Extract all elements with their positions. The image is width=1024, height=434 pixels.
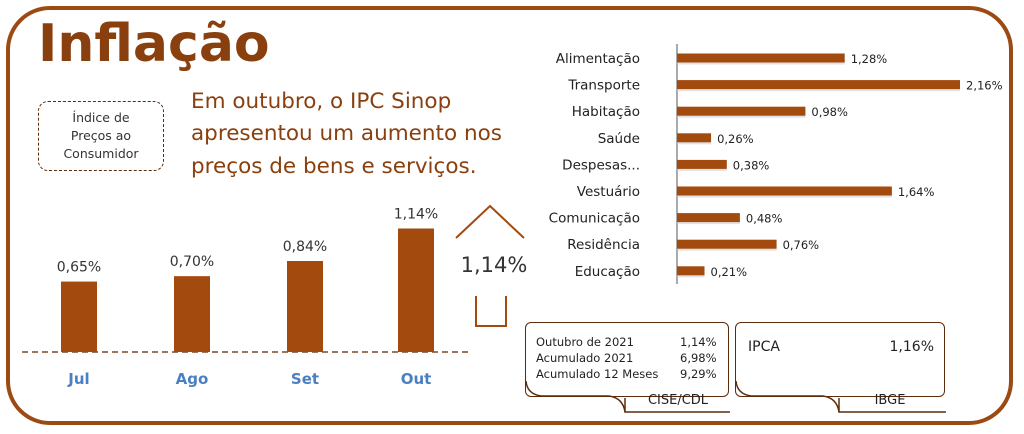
category-bar bbox=[677, 80, 960, 90]
category-tick-label: Despesas... bbox=[562, 157, 640, 173]
category-value-label: 2,16% bbox=[966, 79, 1003, 93]
cise-row-label: Acumulado 2021 bbox=[536, 351, 634, 365]
category-value-label: 1,64% bbox=[898, 185, 935, 199]
month-value-label: 0,65% bbox=[57, 260, 101, 276]
monthly-bar-chart: 0,65% Jul 0,70% Ago 0,84% Set 1,14% Out bbox=[22, 207, 472, 388]
category-value-label: 0,98% bbox=[811, 105, 848, 119]
ipca-label: IPCA bbox=[748, 339, 780, 355]
category-tick-label: Transporte bbox=[567, 78, 640, 94]
month-value-label: 0,70% bbox=[170, 254, 214, 270]
month-value-label: 1,14% bbox=[394, 207, 438, 223]
category-tick-label: Habitação bbox=[572, 104, 640, 120]
house-icon bbox=[455, 204, 525, 327]
category-value-label: 0,26% bbox=[717, 132, 754, 146]
ipca-info-box: IPCA 1,16% bbox=[735, 322, 945, 397]
category-tick-label: Educação bbox=[575, 264, 640, 280]
category-bar bbox=[677, 266, 705, 276]
category-tick-label: Alimentação bbox=[556, 51, 640, 67]
category-bar bbox=[677, 133, 712, 143]
category-tick-label: Saúde bbox=[598, 131, 640, 147]
cise-info-box: Outubro de 2021 1,14% Acumulado 2021 6,9… bbox=[525, 322, 729, 397]
ipca-tab-shape bbox=[735, 380, 946, 413]
category-bar-chart: Alimentação 1,28% Transporte 2,16% Habitação… bbox=[549, 44, 1003, 284]
category-value-label: 1,28% bbox=[851, 52, 888, 66]
category-value-label: 0,38% bbox=[733, 158, 770, 172]
cise-tab-shape bbox=[525, 380, 730, 413]
month-tick-label: Out bbox=[401, 370, 432, 388]
category-bar bbox=[677, 53, 845, 63]
category-bar bbox=[677, 106, 806, 116]
highlight-value: 1,14% bbox=[460, 253, 528, 277]
cise-row-value: 9,29% bbox=[680, 367, 717, 381]
month-bar bbox=[398, 228, 434, 352]
category-value-label: 0,76% bbox=[783, 238, 820, 252]
month-tick-label: Jul bbox=[67, 370, 89, 388]
cise-row-label: Outubro de 2021 bbox=[536, 335, 634, 349]
ipc-label-box: Índice de Preços ao Consumidor bbox=[38, 101, 164, 171]
category-bar bbox=[677, 239, 777, 249]
category-tick-label: Residência bbox=[567, 237, 640, 253]
cise-tag: CISE/CDL bbox=[647, 393, 709, 408]
card-frame bbox=[6, 6, 1013, 425]
category-tick-label: Comunicação bbox=[549, 211, 640, 227]
category-value-label: 0,48% bbox=[746, 212, 783, 226]
cise-row-value: 6,98% bbox=[680, 351, 717, 365]
month-tick-label: Ago bbox=[176, 370, 209, 388]
headline-text: Em outubro, o IPC Sinop apresentou um au… bbox=[191, 89, 502, 179]
month-bar bbox=[287, 261, 323, 352]
category-bar bbox=[677, 186, 892, 196]
category-value-label: 0,21% bbox=[711, 265, 748, 279]
category-bar bbox=[677, 213, 740, 223]
category-bar bbox=[677, 159, 727, 169]
cise-row-value: 1,14% bbox=[680, 335, 717, 349]
page-title: Inflação bbox=[38, 14, 270, 74]
ipca-value: 1,16% bbox=[889, 339, 934, 355]
category-tick-label: Vestuário bbox=[577, 184, 640, 200]
month-tick-label: Set bbox=[291, 370, 319, 388]
month-value-label: 0,84% bbox=[283, 239, 327, 255]
ipc-label: Índice de Preços ao Consumidor bbox=[63, 109, 139, 162]
cise-row-label: Acumulado 12 Meses bbox=[536, 367, 659, 381]
month-bar bbox=[174, 276, 210, 352]
ipca-tag: IBGE bbox=[874, 393, 906, 408]
month-bar bbox=[61, 281, 97, 352]
